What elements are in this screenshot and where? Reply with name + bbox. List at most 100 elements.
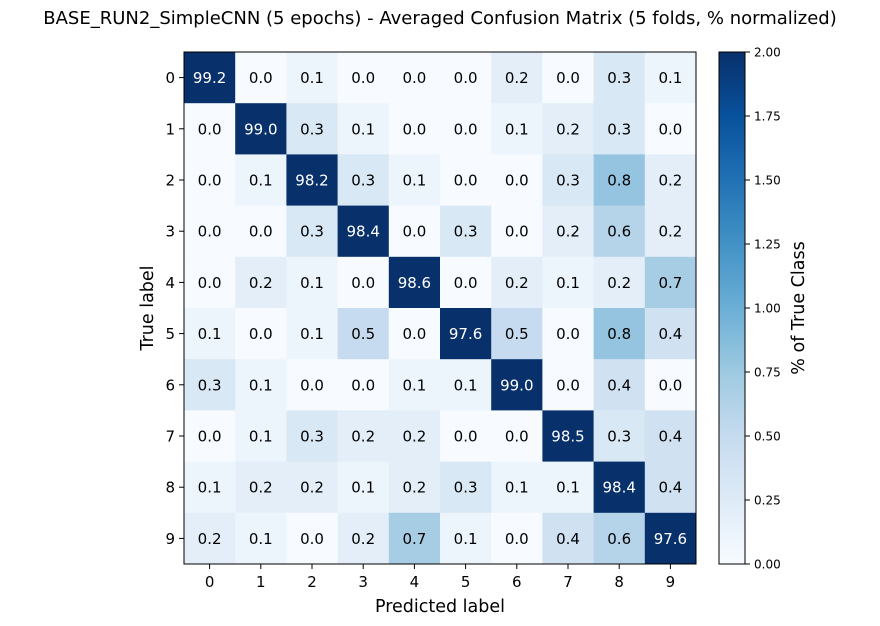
cell-value-label: 0.0 xyxy=(454,69,478,87)
colorbar-ticks: 0.00 0.25 0.50 0.75 1.00 1.25 1.50 1.75 2.00 xyxy=(745,46,781,572)
y-tick-label: 9 xyxy=(165,530,175,548)
heatmap-cell xyxy=(440,512,492,565)
heatmap-cell xyxy=(593,512,646,565)
cell-value-label: 0.3 xyxy=(556,172,580,190)
cell-value-label: 0.2 xyxy=(505,69,529,87)
cell-value-label: 0.0 xyxy=(351,274,375,292)
cell-value-label: 99.2 xyxy=(193,69,226,87)
heatmap-cell xyxy=(235,308,287,360)
heatmap-cell xyxy=(286,410,338,462)
cell-value-label: 0.3 xyxy=(351,172,375,190)
heatmap-cell xyxy=(440,410,492,462)
cell-value-label: 0.0 xyxy=(198,274,222,292)
x-tick-label: 6 xyxy=(512,573,522,591)
heatmap-cell xyxy=(337,205,390,258)
cell-value-label: 0.0 xyxy=(505,428,529,446)
heatmap-cell xyxy=(388,52,441,104)
heatmap-cell xyxy=(644,154,697,206)
x-tick-label: 1 xyxy=(256,573,266,591)
heatmap-cell xyxy=(184,205,236,258)
y-tick-label: 2 xyxy=(165,172,175,190)
heatmap-cell xyxy=(542,103,594,155)
cell-value-label: 0.0 xyxy=(402,223,426,241)
heatmap-cell xyxy=(337,103,390,155)
heatmap-cell xyxy=(388,154,441,206)
cell-value-label: 0.0 xyxy=(351,376,375,394)
cell-value-label: 0.3 xyxy=(607,428,631,446)
cell-value-label: 0.1 xyxy=(300,274,324,292)
heatmap-cell xyxy=(593,461,646,514)
heatmap-cell xyxy=(440,308,492,360)
heatmap-cell xyxy=(337,512,390,565)
cell-value-label: 0.1 xyxy=(351,479,375,497)
heatmap-cell xyxy=(491,52,543,104)
heatmap-cell xyxy=(235,410,287,462)
heatmap-cell xyxy=(440,103,492,155)
heatmap-cell xyxy=(593,103,646,155)
cell-value-label: 0.2 xyxy=(402,479,426,497)
cell-value-label: 0.0 xyxy=(454,172,478,190)
colorbar-tick-label: 2.00 xyxy=(754,46,781,60)
y-tick-label: 6 xyxy=(165,376,175,394)
heatmap-cell xyxy=(593,154,646,206)
cell-value-label: 0.0 xyxy=(198,428,222,446)
heatmap-cell xyxy=(286,103,338,155)
heatmap-cell xyxy=(440,154,492,206)
heatmap-cell xyxy=(542,205,594,258)
heatmap-cell xyxy=(593,205,646,258)
cell-value-label: 0.1 xyxy=(556,479,580,497)
colorbar-tick-label: 1.25 xyxy=(754,238,781,252)
cell-value-label: 98.5 xyxy=(551,428,584,446)
colorbar-tick-label: 0.50 xyxy=(754,430,781,444)
cell-value-label: 0.2 xyxy=(505,274,529,292)
heatmap-cell xyxy=(388,308,441,360)
y-axis-ticks: 0 1 2 3 4 5 6 7 8 9 xyxy=(165,69,184,548)
cell-value-label: 0.0 xyxy=(249,69,273,87)
heatmap-cell xyxy=(184,410,236,462)
heatmap-cell xyxy=(388,205,441,258)
heatmap-cell xyxy=(542,359,594,411)
heatmap-cell xyxy=(286,359,338,411)
heatmap-cell xyxy=(491,359,543,411)
heatmap-cell xyxy=(337,410,390,462)
heatmap-cell xyxy=(235,359,287,411)
cell-value-label: 0.1 xyxy=(300,325,324,343)
heatmap-cell xyxy=(440,205,492,258)
heatmap-cell xyxy=(235,154,287,206)
heatmap-cell xyxy=(388,359,441,411)
cell-value-label: 0.2 xyxy=(658,223,682,241)
cell-value-label: 0.2 xyxy=(198,530,222,548)
cell-value-label: 0.4 xyxy=(607,376,631,394)
y-tick-label: 3 xyxy=(165,223,175,241)
heatmap-cell xyxy=(184,154,236,206)
colorbar xyxy=(718,51,746,565)
cell-value-label: 0.3 xyxy=(198,376,222,394)
x-axis-label: Predicted label xyxy=(375,597,505,617)
cell-value-label: 0.0 xyxy=(454,274,478,292)
heatmap-cell xyxy=(542,52,594,104)
cell-value-label: 0.0 xyxy=(658,120,682,138)
colorbar-tick-label: 1.50 xyxy=(754,174,781,188)
heatmap-cell xyxy=(644,103,697,155)
cell-value-label: 0.1 xyxy=(505,120,529,138)
cell-value-label: 0.0 xyxy=(556,376,580,394)
cell-value-label: 0.1 xyxy=(556,274,580,292)
x-tick-label: 4 xyxy=(410,573,420,591)
cell-value-label: 0.2 xyxy=(402,428,426,446)
heatmap-cell xyxy=(184,461,236,514)
cell-value-label: 98.2 xyxy=(295,172,328,190)
cell-value-label: 0.0 xyxy=(300,530,324,548)
cell-value-label: 98.4 xyxy=(346,223,379,241)
cell-value-label: 0.1 xyxy=(249,428,273,446)
heatmap-cell xyxy=(337,461,390,514)
heatmap-cell xyxy=(491,512,543,565)
heatmap-cell xyxy=(337,256,390,309)
heatmap-cell xyxy=(184,359,236,411)
cell-value-label: 0.0 xyxy=(300,376,324,394)
cell-value-label: 98.6 xyxy=(398,274,431,292)
heatmap-cell xyxy=(440,461,492,514)
y-tick-label: 4 xyxy=(165,274,175,292)
chart-title: BASE_RUN2_SimpleCNN (5 epochs) - Average… xyxy=(43,8,836,29)
cell-value-label: 0.5 xyxy=(351,325,375,343)
